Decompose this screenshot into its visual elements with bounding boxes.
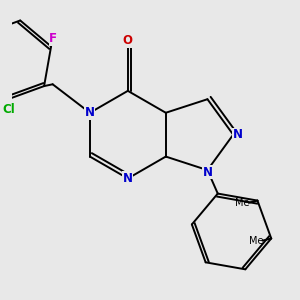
Text: N: N <box>232 128 243 141</box>
Text: O: O <box>123 34 133 47</box>
Text: Cl: Cl <box>2 103 15 116</box>
Text: F: F <box>49 32 57 45</box>
Text: N: N <box>123 172 133 185</box>
Text: N: N <box>202 166 212 179</box>
Text: Me: Me <box>235 198 249 208</box>
Text: Me: Me <box>249 236 263 246</box>
Text: N: N <box>85 106 95 119</box>
